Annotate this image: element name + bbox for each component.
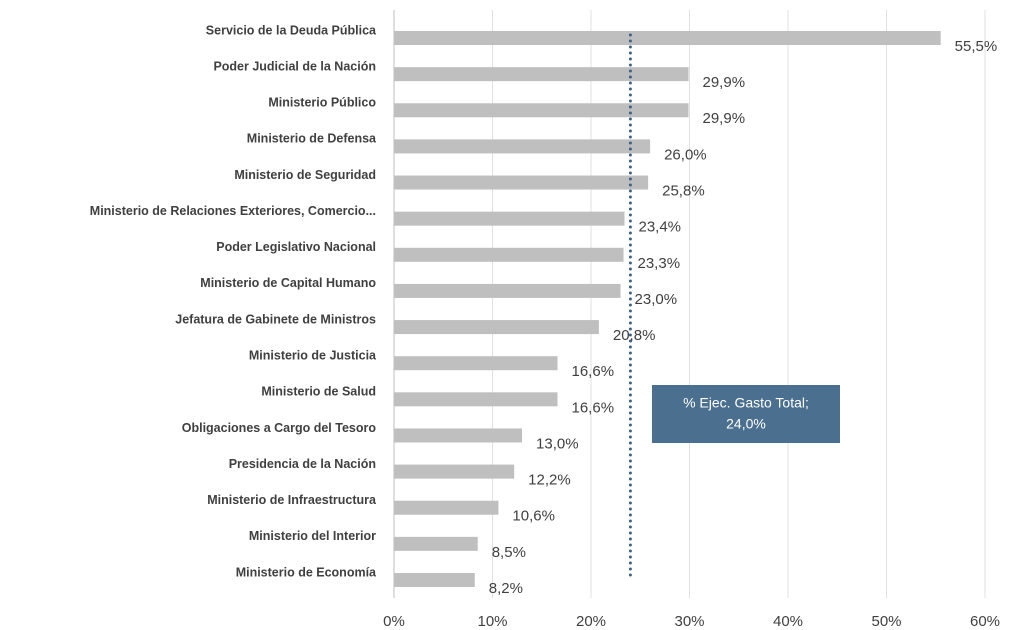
value-label: 23,0%: [635, 291, 678, 308]
bar: [394, 536, 478, 551]
bar: [394, 356, 558, 371]
value-label: 13,0%: [536, 435, 579, 452]
value-label: 12,2%: [528, 472, 571, 489]
value-label: 16,6%: [572, 399, 615, 416]
bar: [394, 500, 499, 515]
category-label: Ministerio del Interior: [249, 529, 376, 543]
category-label: Poder Legislativo Nacional: [216, 240, 376, 254]
annotation-text: % Ejec. Gasto Total;: [683, 395, 809, 411]
bar: [394, 247, 624, 262]
category-label: Servicio de la Deuda Pública: [206, 23, 377, 37]
value-label: 29,9%: [703, 110, 746, 127]
x-tick-label: 60%: [970, 613, 1000, 630]
category-label: Ministerio Público: [268, 96, 376, 110]
bar: [394, 428, 523, 443]
value-label: 23,4%: [638, 219, 681, 236]
bar: [394, 211, 625, 226]
bar: [394, 283, 621, 298]
category-label: Ministerio de Relaciones Exteriores, Com…: [90, 204, 376, 218]
bar: [394, 103, 689, 118]
category-label: Ministerio de Infraestructura: [207, 493, 377, 507]
category-label: Jefatura de Gabinete de Ministros: [175, 312, 376, 326]
bar: [394, 392, 558, 407]
bar: [394, 175, 649, 190]
value-label: 26,0%: [664, 146, 707, 163]
bar: [394, 31, 941, 45]
bar: [394, 320, 599, 335]
value-label: 10,6%: [512, 508, 555, 525]
x-tick-label: 10%: [477, 613, 507, 630]
value-label: 29,9%: [703, 74, 746, 91]
value-label: 8,2%: [489, 580, 523, 597]
annotation-text: 24,0%: [726, 416, 766, 432]
bar: [394, 573, 475, 587]
annotation-box: [652, 385, 840, 443]
bar: [394, 139, 651, 154]
category-label: Ministerio de Seguridad: [234, 168, 376, 182]
category-label: Ministerio de Justicia: [249, 348, 377, 362]
category-label: Poder Judicial de la Nación: [213, 59, 376, 73]
x-tick-label: 0%: [383, 613, 405, 630]
category-label: Ministerio de Defensa: [247, 132, 377, 146]
category-label: Obligaciones a Cargo del Tesoro: [182, 421, 377, 435]
x-tick-label: 50%: [871, 613, 901, 630]
x-tick-label: 30%: [674, 613, 704, 630]
value-label: 8,5%: [492, 544, 526, 561]
category-label: Ministerio de Capital Humano: [200, 276, 376, 290]
value-label: 16,6%: [572, 363, 615, 380]
value-label: 55,5%: [955, 38, 998, 55]
x-tick-label: 40%: [773, 613, 803, 630]
value-label: 20,8%: [613, 327, 656, 344]
category-label: Ministerio de Salud: [261, 385, 376, 399]
x-tick-label: 20%: [576, 613, 606, 630]
bar: [394, 464, 515, 479]
value-label: 23,3%: [638, 255, 681, 272]
category-label: Ministerio de Economía: [236, 565, 377, 579]
value-label: 25,8%: [662, 183, 705, 200]
category-label: Presidencia de la Nación: [229, 457, 376, 471]
bar: [394, 67, 689, 82]
